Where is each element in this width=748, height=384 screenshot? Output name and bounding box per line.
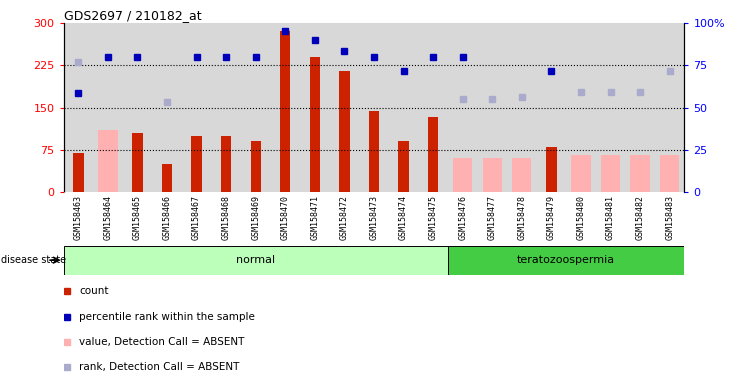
Text: percentile rank within the sample: percentile rank within the sample bbox=[79, 311, 255, 321]
Text: value, Detection Call = ABSENT: value, Detection Call = ABSENT bbox=[79, 337, 245, 347]
Bar bbox=[428, 117, 438, 192]
Bar bbox=[512, 158, 531, 192]
Text: GSM158466: GSM158466 bbox=[162, 195, 171, 240]
Text: GSM158467: GSM158467 bbox=[192, 195, 201, 240]
Bar bbox=[453, 158, 472, 192]
Text: count: count bbox=[79, 286, 108, 296]
Text: GSM158475: GSM158475 bbox=[429, 195, 438, 240]
Text: GSM158463: GSM158463 bbox=[74, 195, 83, 240]
Text: GSM158468: GSM158468 bbox=[221, 195, 230, 240]
Text: GDS2697 / 210182_at: GDS2697 / 210182_at bbox=[64, 9, 201, 22]
Text: GSM158470: GSM158470 bbox=[280, 195, 289, 240]
Bar bbox=[482, 158, 502, 192]
Bar bbox=[64, 246, 448, 275]
Text: GSM158476: GSM158476 bbox=[459, 195, 468, 240]
Bar bbox=[546, 147, 557, 192]
Bar bbox=[98, 130, 117, 192]
Bar bbox=[571, 156, 591, 192]
Text: GSM158464: GSM158464 bbox=[103, 195, 112, 240]
Bar bbox=[132, 133, 143, 192]
Bar bbox=[162, 164, 172, 192]
Text: rank, Detection Call = ABSENT: rank, Detection Call = ABSENT bbox=[79, 362, 239, 372]
Bar bbox=[631, 156, 650, 192]
Text: GSM158483: GSM158483 bbox=[665, 195, 674, 240]
Text: GSM158481: GSM158481 bbox=[606, 195, 615, 240]
Text: GSM158472: GSM158472 bbox=[340, 195, 349, 240]
Bar bbox=[601, 156, 620, 192]
Bar bbox=[310, 57, 320, 192]
Bar bbox=[448, 246, 684, 275]
Bar bbox=[340, 71, 349, 192]
Text: GSM158480: GSM158480 bbox=[577, 195, 586, 240]
Text: GSM158474: GSM158474 bbox=[399, 195, 408, 240]
Bar bbox=[251, 141, 261, 192]
Text: GSM158469: GSM158469 bbox=[251, 195, 260, 240]
Bar bbox=[660, 156, 679, 192]
Text: GSM158478: GSM158478 bbox=[518, 195, 527, 240]
Text: GSM158473: GSM158473 bbox=[370, 195, 378, 240]
Bar bbox=[191, 136, 202, 192]
Text: GSM158482: GSM158482 bbox=[636, 195, 645, 240]
Text: GSM158479: GSM158479 bbox=[547, 195, 556, 240]
Text: normal: normal bbox=[236, 255, 275, 265]
Bar bbox=[221, 136, 231, 192]
Text: GSM158471: GSM158471 bbox=[310, 195, 319, 240]
Bar bbox=[369, 111, 379, 192]
Text: teratozoospermia: teratozoospermia bbox=[517, 255, 615, 265]
Text: disease state: disease state bbox=[1, 255, 67, 265]
Bar bbox=[280, 31, 290, 192]
Text: GSM158465: GSM158465 bbox=[133, 195, 142, 240]
Text: GSM158477: GSM158477 bbox=[488, 195, 497, 240]
Bar bbox=[73, 152, 84, 192]
Bar bbox=[399, 141, 408, 192]
